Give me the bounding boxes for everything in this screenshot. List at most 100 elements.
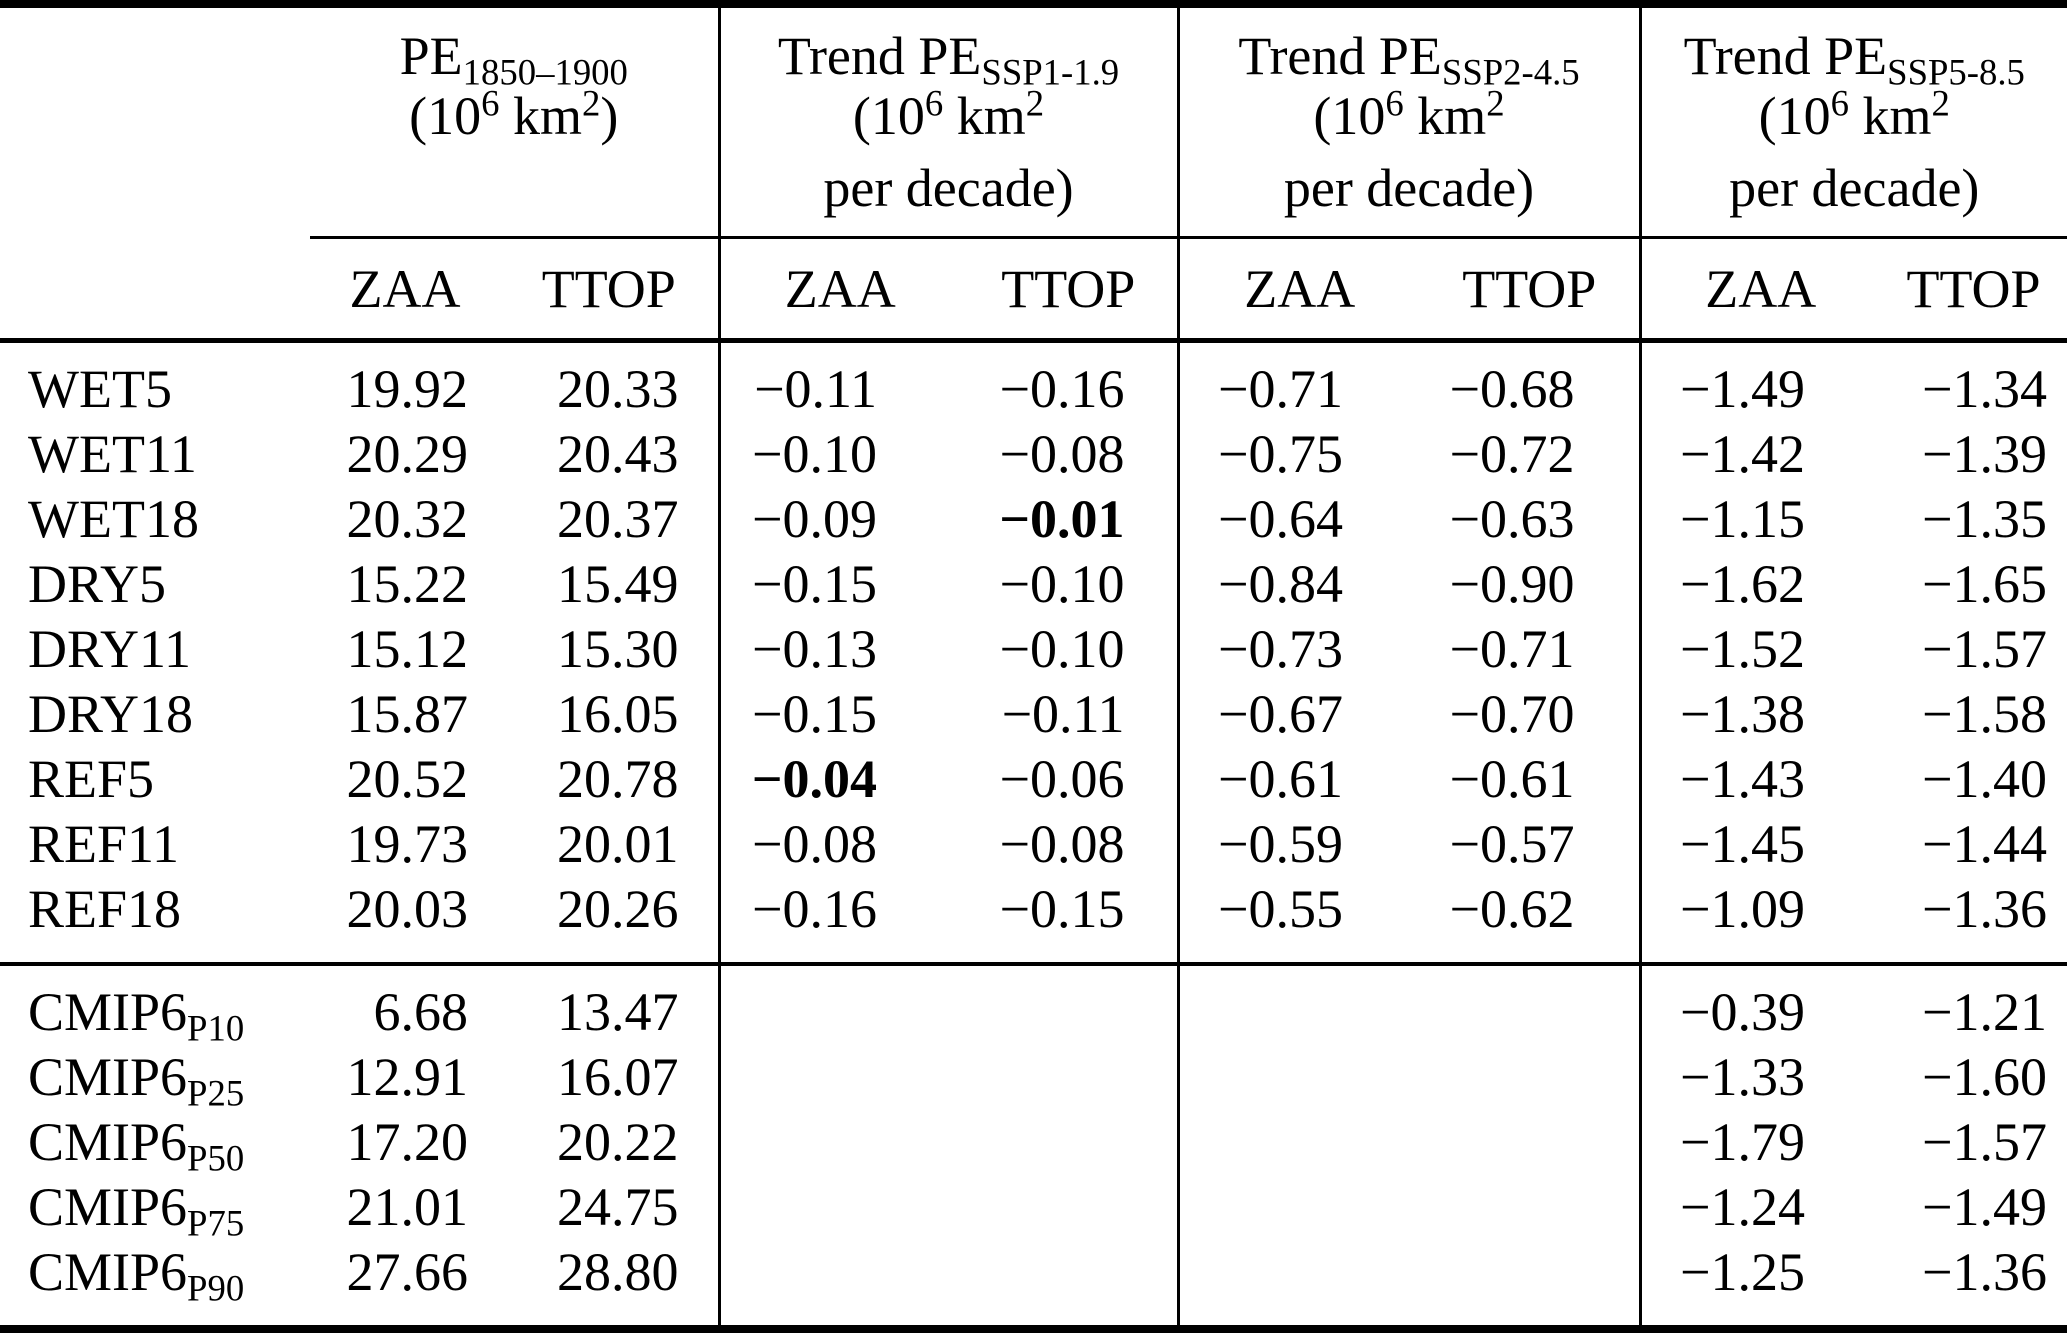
group-unit-line2 [310, 158, 718, 218]
value-cell: 27.66 [346, 1242, 469, 1302]
value-cell: −0.71 [1449, 619, 1575, 679]
row-label-subscript: P75 [187, 1202, 245, 1244]
value-cell: 20.03 [310, 877, 500, 966]
subheader-zaa-2: ZAA [717, 237, 961, 343]
group-unit: (106 km2 [1642, 82, 2067, 146]
value-cell: 19.73 [346, 814, 469, 874]
unit-exponent-2: 2 [582, 82, 601, 124]
table-row: REF18 20.03 20.26 −0.16 −0.15 −0.55 −0.6… [0, 877, 2067, 966]
row-label: WET18 [0, 487, 310, 552]
value-cell-empty [717, 1110, 961, 1175]
table-row: WET5 19.92 20.33 −0.11 −0.16 −0.71 −0.68… [0, 340, 2067, 423]
table-row: CMIP6P50 17.20 20.22 −1.79 −1.57 [0, 1110, 2067, 1176]
value-cell: 20.22 [557, 1112, 679, 1172]
value-cell-empty [1420, 1045, 1640, 1110]
group-title-subscript: SSP5-8.5 [1887, 51, 2025, 93]
group-unit-line2: per decade) [1729, 158, 1980, 218]
value-cell: 20.32 [346, 489, 469, 549]
row-label-text: DRY11 [28, 619, 192, 679]
group-title: PE1850–1900 [310, 26, 718, 90]
unit-km: km [499, 86, 583, 146]
unit-exponent: 6 [481, 82, 500, 124]
value-cell: −0.15 [717, 682, 961, 747]
row-label-text: WET18 [28, 489, 199, 549]
value-cell: −0.16 [999, 359, 1125, 419]
value-cell: −0.16 [717, 877, 961, 966]
row-label-text: CMIP6 [28, 982, 188, 1042]
value-cell-empty [717, 1045, 961, 1110]
value-cell: −1.34 [1922, 359, 2048, 419]
row-label-subscript: P10 [187, 1007, 245, 1049]
scenario-rows-body: WET5 19.92 20.33 −0.11 −0.16 −0.71 −0.68… [0, 340, 2067, 966]
table-row: CMIP6P10 6.68 13.47 −0.39 −1.21 [0, 964, 2067, 1049]
value-cell: −1.57 [1922, 1112, 2048, 1172]
unit-exponent: 6 [924, 82, 944, 124]
unit-km: km [943, 86, 1026, 146]
value-cell-empty [1420, 1240, 1640, 1329]
group-title-base: Trend PE [1683, 26, 1888, 86]
group-unit: (106 km2) [310, 82, 718, 146]
value-cell: 20.01 [557, 814, 679, 874]
row-label-text: CMIP6 [28, 1242, 188, 1302]
row-label: WET5 [0, 341, 310, 423]
unit-exponent: 6 [1830, 82, 1849, 124]
value-cell: −0.06 [999, 749, 1125, 809]
row-label-text: CMIP6 [28, 1047, 188, 1107]
value-cell: 16.07 [557, 1047, 679, 1107]
group-title-subscript: SSP2-4.5 [1441, 51, 1580, 93]
row-label: CMIP6P90 [0, 1240, 310, 1329]
row-label-text: WET11 [28, 424, 197, 484]
table-row: CMIP6P90 27.66 28.80 −1.25 −1.36 [0, 1240, 2067, 1329]
row-label-text: REF18 [28, 879, 182, 939]
row-label: CMIP6P75 [0, 1175, 310, 1244]
group-unit: (106 km2 [1180, 82, 1639, 146]
value-cell: −1.79 [1638, 1110, 1881, 1175]
col-group-trend-ssp2-4-5: Trend PESSP2-4.5 (106 km2 per decade) [1176, 4, 1641, 239]
row-label-text: WET5 [28, 359, 172, 419]
subheader-row: ZAA TTOP ZAA TTOP ZAA TTOP ZAA TTOP [0, 237, 2067, 343]
value-cell: −1.49 [1638, 340, 1881, 422]
stub-header-cell [0, 4, 310, 238]
value-cell: −1.62 [1638, 552, 1881, 617]
table-row: WET11 20.29 20.43 −0.10 −0.08 −0.75 −0.7… [0, 422, 2067, 487]
unit-exponent: 6 [1385, 82, 1404, 124]
value-cell: −1.36 [1922, 1242, 2048, 1302]
unit-exponent-2: 2 [1486, 82, 1505, 124]
table-row: CMIP6P75 21.01 24.75 −1.24 −1.49 [0, 1175, 2067, 1244]
value-cell: 12.91 [346, 1047, 469, 1107]
row-label-text: DRY5 [28, 554, 167, 614]
value-cell: −0.75 [1176, 422, 1421, 487]
table-header: PE1850–1900 (106 km2) Trend PESSP1-1.9 (… [0, 4, 2067, 343]
value-cell: −0.90 [1449, 554, 1575, 614]
value-cell: −0.39 [1638, 964, 1881, 1045]
value-cell: −0.15 [717, 552, 961, 617]
group-title: Trend PESSP2-4.5 [1180, 26, 1639, 90]
value-cell: −0.67 [1176, 682, 1421, 747]
value-cell-empty [1420, 1175, 1640, 1240]
value-cell-bold: −0.04 [717, 747, 961, 812]
value-cell: −1.49 [1922, 1177, 2048, 1237]
value-cell-empty [1176, 1240, 1421, 1329]
value-cell: −0.62 [1420, 877, 1641, 966]
value-cell: −0.11 [717, 340, 961, 422]
subheader-ttop-3: TTOP [1420, 237, 1641, 343]
value-cell: 15.87 [346, 684, 469, 744]
value-cell: −1.35 [1922, 489, 2048, 549]
value-cell: −0.08 [999, 424, 1125, 484]
value-cell-empty [1176, 964, 1421, 1045]
value-cell: −0.57 [1449, 814, 1575, 874]
col-group-trend-ssp1-1-9: Trend PESSP1-1.9 (106 km2 per decade) [717, 4, 1179, 239]
value-cell: 28.80 [557, 1242, 679, 1302]
value-cell-empty [717, 964, 961, 1045]
col-group-trend-ssp5-8-5: Trend PESSP5-8.5 (106 km2 per decade) [1638, 4, 2067, 239]
value-cell: −0.55 [1176, 877, 1421, 966]
unit-exponent-2: 2 [1931, 82, 1950, 124]
value-cell: 21.01 [346, 1177, 469, 1237]
value-cell: −1.25 [1638, 1240, 1881, 1329]
value-cell: −0.15 [960, 877, 1179, 966]
unit-open: (10 [852, 86, 925, 146]
group-title: Trend PESSP5-8.5 [1642, 26, 2067, 90]
value-cell: 19.92 [346, 359, 469, 419]
group-header-row: PE1850–1900 (106 km2) Trend PESSP1-1.9 (… [0, 4, 2067, 239]
subheader-zaa-1: ZAA [310, 237, 500, 343]
